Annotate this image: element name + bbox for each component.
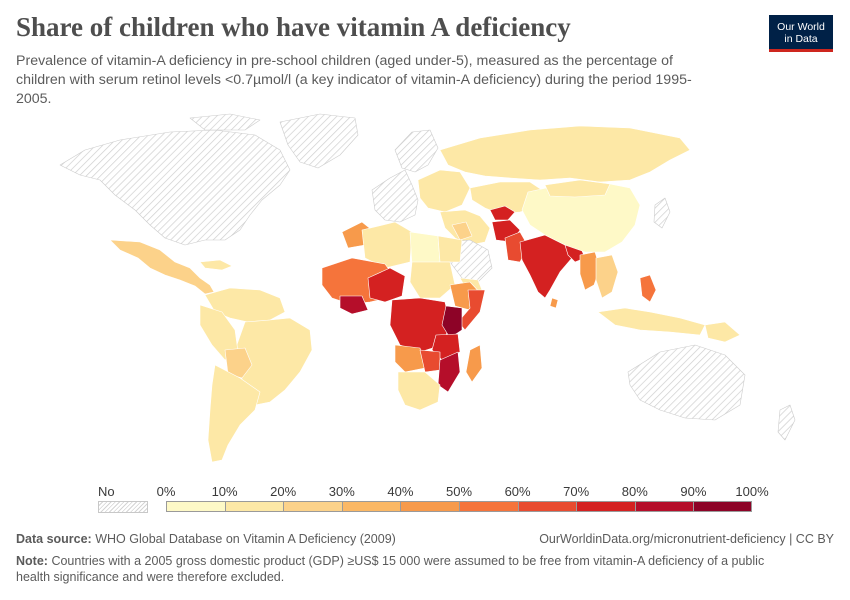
region-sudan[interactable] xyxy=(409,261,456,299)
footer-url[interactable]: OurWorldinData.org/micronutrient-deficie… xyxy=(539,532,834,546)
legend-bin[interactable] xyxy=(400,501,459,512)
region-somalia[interactable] xyxy=(457,289,486,331)
legend-tick-label: 50% xyxy=(445,484,473,499)
region-mongolia[interactable] xyxy=(544,179,611,198)
legend-color-bins xyxy=(166,501,752,512)
region-new-zealand[interactable] xyxy=(777,404,796,441)
legend-bin[interactable] xyxy=(634,501,694,512)
region-north-america[interactable] xyxy=(59,129,291,246)
region-sri-lanka[interactable] xyxy=(549,297,559,309)
region-indonesia[interactable] xyxy=(597,307,706,336)
region-australia[interactable] xyxy=(627,344,746,421)
region-greenland[interactable] xyxy=(279,113,359,169)
logo-line-2: in Data xyxy=(784,33,818,45)
region-egypt[interactable] xyxy=(437,235,463,263)
region-southern-cone[interactable] xyxy=(207,364,261,463)
region-indochina[interactable] xyxy=(595,254,619,299)
region-western-europe[interactable] xyxy=(371,169,419,223)
legend-no-data-swatch[interactable] xyxy=(98,501,148,513)
legend-bin[interactable] xyxy=(458,501,518,512)
legend-bin[interactable] xyxy=(576,501,635,512)
region-iraq[interactable] xyxy=(451,221,473,241)
legend-bin[interactable] xyxy=(283,501,342,512)
legend-tick-label: 90% xyxy=(680,484,707,499)
legend-tick-label: 100% xyxy=(735,484,769,499)
legend-tick-label: 30% xyxy=(328,484,355,499)
region-arctic-islands[interactable] xyxy=(189,113,261,131)
region-bolivia[interactable] xyxy=(224,347,253,379)
region-philippines[interactable] xyxy=(639,274,657,303)
legend-tick-label: 0% xyxy=(156,484,176,499)
source-text[interactable]: WHO Global Database on Vitamin A Deficie… xyxy=(95,532,396,546)
region-algeria[interactable] xyxy=(361,221,413,269)
legend-tick-label: 60% xyxy=(504,484,531,499)
owid-logo[interactable]: Our World in Data xyxy=(769,15,833,52)
legend-tick-label: 80% xyxy=(621,484,648,499)
note-label: Note: xyxy=(16,554,48,568)
region-png[interactable] xyxy=(704,321,741,343)
region-guinea-coast[interactable] xyxy=(339,295,369,315)
region-nigeria[interactable] xyxy=(367,267,406,303)
region-russia[interactable] xyxy=(439,125,691,183)
legend-tick-label: 40% xyxy=(387,484,414,499)
logo-line-1: Our World xyxy=(777,21,825,33)
source-label: Data source: xyxy=(16,532,92,546)
region-scandinavia[interactable] xyxy=(394,129,439,173)
region-mexico[interactable] xyxy=(109,239,215,295)
region-tajikistan[interactable] xyxy=(489,205,516,221)
legend-tick-label: 70% xyxy=(563,484,590,499)
region-china[interactable] xyxy=(521,181,641,253)
footer-note: Note: Countries with a 2005 gross domest… xyxy=(16,553,796,585)
note-text: Countries with a 2005 gross domestic pro… xyxy=(16,554,765,584)
chart-subtitle: Prevalence of vitamin-A deficiency in pr… xyxy=(16,53,692,107)
legend-bin[interactable] xyxy=(341,501,401,512)
region-angola[interactable] xyxy=(394,344,426,373)
region-libya[interactable] xyxy=(409,231,441,266)
region-caribbean[interactable] xyxy=(199,259,233,271)
legend-bin[interactable] xyxy=(517,501,577,512)
region-southern-africa[interactable] xyxy=(397,371,441,411)
legend-bin[interactable] xyxy=(166,501,225,512)
region-madagascar[interactable] xyxy=(465,344,483,383)
world-map xyxy=(59,113,796,463)
legend-bin[interactable] xyxy=(693,501,752,512)
footer-source: Data source: WHO Global Database on Vita… xyxy=(16,532,396,546)
region-japan[interactable] xyxy=(653,197,671,229)
chart-title: Share of children who have vitamin A def… xyxy=(16,12,571,42)
region-mozambique[interactable] xyxy=(437,351,461,393)
legend-bin[interactable] xyxy=(224,501,284,512)
legend-tick-label: 10% xyxy=(211,484,238,499)
region-eastern-europe[interactable] xyxy=(417,169,471,213)
legend-tick-label: 20% xyxy=(270,484,297,499)
